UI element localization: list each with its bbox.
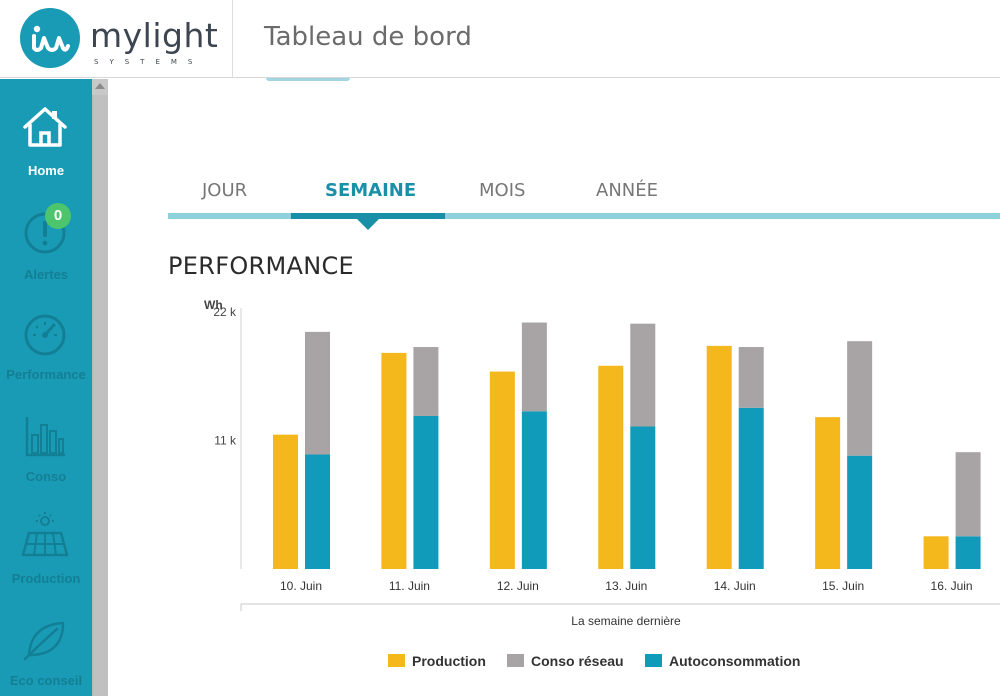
sidebar-item-label: Alertes xyxy=(23,267,69,282)
alert-count-badge: 0 xyxy=(45,203,71,229)
bar-autoconsommation xyxy=(305,454,330,569)
performance-chart: Wh 11 k 22 k 10. Juin 11. Juin 12. Juin 13. Ju… xyxy=(204,298,1000,628)
tab-annee[interactable]: ANNÉE xyxy=(596,180,658,201)
top-tab-stub xyxy=(266,78,350,81)
sidebar-item-label: Conso xyxy=(25,469,67,484)
solar-panel-icon xyxy=(21,512,69,557)
bar-autoconsommation xyxy=(847,455,873,569)
bar-production xyxy=(273,434,298,569)
bar-autoconsommation xyxy=(738,407,764,569)
sidebar-item-conso[interactable]: Conso xyxy=(0,387,92,487)
vertical-scrollbar[interactable] xyxy=(92,79,108,696)
logo-subtitle: SYSTEMS xyxy=(94,58,204,66)
x-tick-label: 13. Juin xyxy=(605,579,647,593)
x-tick-label: 14. Juin xyxy=(714,579,756,593)
tab-underline xyxy=(168,213,1000,219)
sidebar-item-label: Eco conseil xyxy=(9,673,83,688)
sidebar-item-label: Home xyxy=(27,163,65,178)
x-tick-label: 12. Juin xyxy=(497,579,539,593)
legend-swatch-conso-reseau xyxy=(507,654,524,667)
bar-production xyxy=(923,536,949,569)
legend-label: Conso réseau xyxy=(531,653,624,669)
bar-autoconsommation xyxy=(521,411,547,569)
bar-production xyxy=(598,365,624,569)
tab-mois[interactable]: MOIS xyxy=(479,180,526,201)
legend-swatch-autoconsommation xyxy=(645,654,662,667)
sidebar-item-home[interactable]: Home xyxy=(0,79,92,179)
x-axis-label: La semaine dernière xyxy=(571,614,681,628)
bar-production xyxy=(815,417,841,569)
bar-conso-reseau xyxy=(305,331,330,455)
mylight-logo-icon[interactable] xyxy=(20,8,80,68)
logo-name: mylight xyxy=(90,16,219,55)
header-divider xyxy=(232,0,233,78)
sidebar-item-production[interactable]: Production xyxy=(0,489,92,589)
bar-conso-reseau xyxy=(847,341,873,456)
section-title: PERFORMANCE xyxy=(168,252,354,280)
tab-semaine[interactable]: SEMAINE xyxy=(325,180,417,201)
bar-conso-reseau xyxy=(630,323,656,427)
x-tick-label: 15. Juin xyxy=(822,579,864,593)
page-title: Tableau de bord xyxy=(264,22,472,52)
home-icon xyxy=(23,107,67,147)
tab-active-caret-icon xyxy=(357,219,379,230)
sidebar-item-label: Production xyxy=(11,571,81,586)
period-tabs: JOUR SEMAINE MOIS ANNÉE xyxy=(168,180,1000,220)
bar-conso-reseau xyxy=(521,322,547,412)
sidebar: Home Alertes 0 Performance Conso xyxy=(0,79,92,696)
bar-production xyxy=(489,371,515,569)
x-tick-label: 10. Juin xyxy=(280,579,322,593)
y-tick-label: 22 k xyxy=(213,305,237,319)
sidebar-item-alertes[interactable]: Alertes xyxy=(0,183,92,283)
legend-label: Production xyxy=(412,653,486,669)
bar-autoconsommation xyxy=(955,536,981,569)
bar-autoconsommation xyxy=(413,415,439,569)
app-header: mylight SYSTEMS Tableau de bord xyxy=(0,0,1000,78)
sidebar-item-performance[interactable]: Performance xyxy=(0,285,92,385)
sidebar-item-eco-conseil[interactable]: Eco conseil xyxy=(0,591,92,691)
bar-chart-icon xyxy=(25,417,65,457)
bar-production xyxy=(381,352,407,569)
tab-active-indicator xyxy=(291,213,445,219)
bar-production xyxy=(706,345,732,569)
gauge-icon xyxy=(24,314,66,356)
scroll-up-arrow-icon[interactable] xyxy=(95,83,105,89)
leaf-icon xyxy=(23,621,65,661)
legend-swatch-production xyxy=(388,654,405,667)
sidebar-item-label: Performance xyxy=(6,367,86,382)
y-tick-label: 11 k xyxy=(214,434,237,448)
scroll-thumb[interactable] xyxy=(92,95,108,696)
tab-jour[interactable]: JOUR xyxy=(202,180,248,201)
bar-conso-reseau xyxy=(955,452,981,537)
y-axis-label: Wh xyxy=(204,298,223,312)
bar-conso-reseau xyxy=(738,347,764,408)
x-tick-label: 11. Juin xyxy=(389,579,430,593)
x-tick-label: 16. Juin xyxy=(931,579,973,593)
bar-conso-reseau xyxy=(413,347,439,416)
bar-autoconsommation xyxy=(630,426,656,569)
legend-label: Autoconsommation xyxy=(669,653,801,669)
